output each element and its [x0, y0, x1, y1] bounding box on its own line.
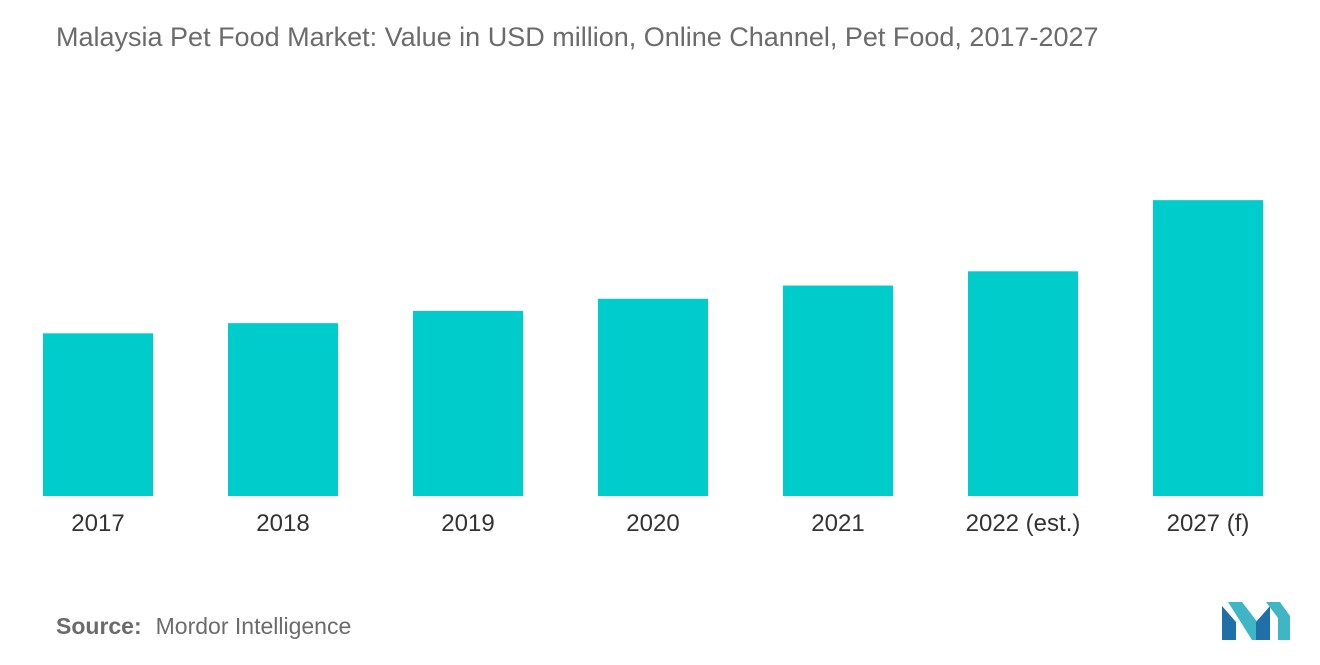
x-tick-label: 2017	[71, 510, 124, 537]
source-note: Source: Mordor Intelligence	[56, 613, 351, 640]
x-tick-label: 2022 (est.)	[966, 510, 1081, 537]
x-tick-label: 2018	[256, 510, 309, 537]
bar-2017	[43, 333, 153, 496]
x-tick-label: 2027 (f)	[1167, 510, 1250, 537]
source-text: Mordor Intelligence	[155, 613, 352, 639]
bar-2027-f	[1153, 200, 1263, 496]
mordor-intelligence-logo-icon	[1222, 602, 1290, 640]
bar-2018	[228, 323, 338, 496]
bar-2020	[598, 298, 708, 496]
bars-group	[43, 200, 1263, 496]
chart-title: Malaysia Pet Food Market: Value in USD m…	[56, 22, 1099, 52]
x-tick-label: 2021	[811, 510, 864, 537]
bar-chart: 2017 2018 2019 2020 2021 2022 (est.) 2027 (f)	[43, 200, 1263, 537]
source-label: Source:	[56, 613, 142, 639]
x-tick-labels: 2017 2018 2019 2020 2021 2022 (est.) 2027 (f)	[71, 510, 1249, 537]
bar-2019	[413, 310, 523, 496]
x-tick-label: 2019	[441, 510, 494, 537]
bar-2021	[783, 285, 893, 496]
bar-2022-est	[968, 271, 1078, 496]
x-tick-label: 2020	[626, 510, 679, 537]
